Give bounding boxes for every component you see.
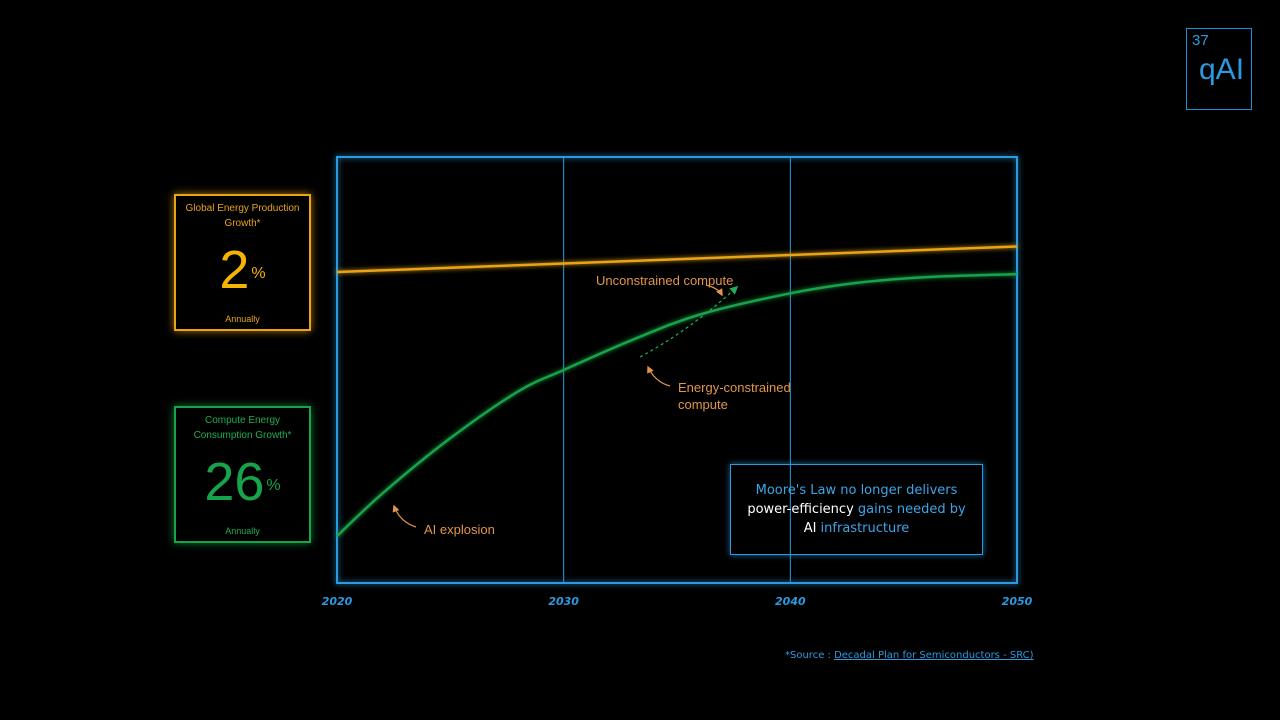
plot-frame <box>336 156 1018 584</box>
brand-mark: qAI <box>1199 53 1245 86</box>
energy-production-stat: Global Energy Production Growth* 2% Annu… <box>174 194 311 331</box>
percent-sign: % <box>266 477 281 494</box>
qai-logo: 37 qAI <box>1186 28 1252 110</box>
compute-consumption-title: Compute Energy Consumption Growth* <box>193 415 292 441</box>
x-tick-2040: 2040 <box>775 595 806 608</box>
energy-constrained-label: Energy-constrained compute <box>678 380 791 412</box>
unconstrained-compute-arrow <box>639 285 739 358</box>
callout-ai: AI <box>803 521 817 536</box>
source-note: *Source : Decadal Plan for Semiconductor… <box>785 650 1034 661</box>
energy-production-series <box>336 245 1018 274</box>
percent-sign: % <box>251 265 266 282</box>
unconstrained-compute-label: Unconstrained compute <box>596 273 733 288</box>
compute-consumption-stat: Compute Energy Consumption Growth* 26% A… <box>174 406 311 543</box>
compute-consumption-period: Annually <box>225 526 260 536</box>
callout-line-1: Moore's Law no longer delivers <box>755 483 958 498</box>
callout-gains: gains needed by <box>853 502 966 517</box>
energy-production-period: Annually <box>225 314 260 324</box>
ai-explosion-label: AI explosion <box>424 522 495 537</box>
unconstrained-label-arrow <box>705 284 723 297</box>
energy-constrained-arrow <box>647 365 671 387</box>
compute-consumption-value: 26% <box>204 452 281 512</box>
x-tick-2030: 2030 <box>548 595 579 608</box>
ai-explosion-arrow <box>392 504 417 528</box>
energy-production-value: 2% <box>219 240 266 300</box>
source-prefix: *Source : <box>785 650 835 661</box>
energy-production-title: Global Energy Production Growth* <box>185 203 300 229</box>
source-link[interactable]: Decadal Plan for Semiconductors - SRC) <box>834 650 1034 661</box>
callout-power-efficiency: power-efficiency <box>747 502 854 517</box>
callout-infrastructure: infrastructure <box>816 521 910 536</box>
moores-law-callout: Moore's Law no longer delivers power-eff… <box>730 464 983 555</box>
x-tick-2050: 2050 <box>1002 595 1033 608</box>
page-number: 37 <box>1192 32 1209 49</box>
compute-energy-series <box>336 272 1018 538</box>
x-tick-2020: 2020 <box>322 595 353 608</box>
